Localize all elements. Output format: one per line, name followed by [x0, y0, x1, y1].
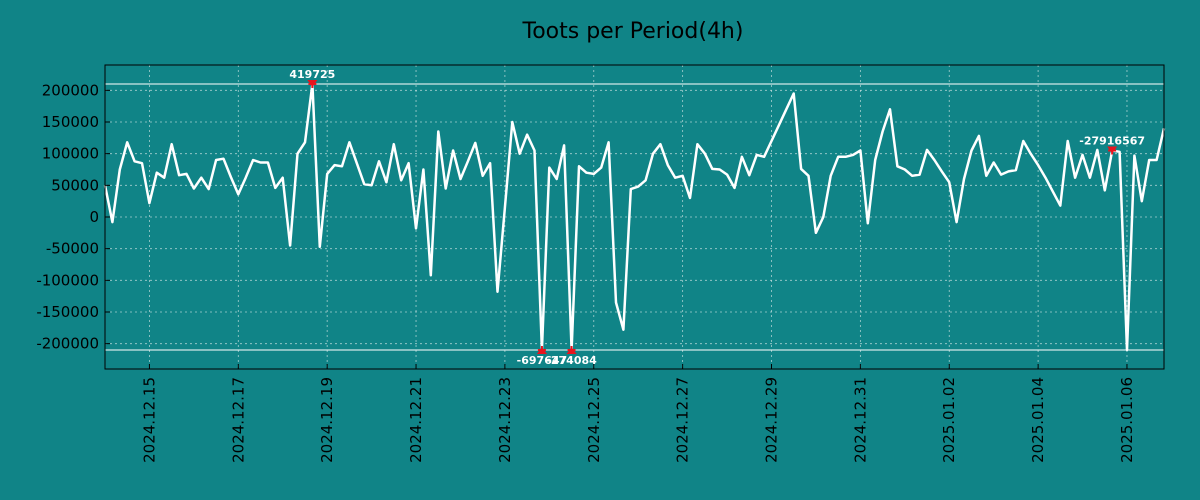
- series-group: [103, 82, 1166, 352]
- annotation-label: -27916567: [1079, 135, 1145, 148]
- y-axis: -200000 -150000 -100000 -50000 0 50000 100000 1…: [36, 81, 110, 353]
- x-tick-label: 2024.12.31: [851, 377, 869, 463]
- y-tick-label: 100000: [42, 145, 99, 163]
- x-axis: 2024.12.15 2024.12.17 2024.12.19 2024.12.21…: [140, 364, 1136, 463]
- annotation-label: -274084: [546, 354, 597, 367]
- y-tick-label: 150000: [42, 113, 99, 131]
- x-tick-label: 2024.12.15: [140, 377, 158, 463]
- x-tick-label: 2024.12.25: [585, 377, 603, 463]
- y-tick-label: -50000: [46, 240, 99, 258]
- annotation-markers: 419725 -697647-274084 -27916567: [289, 68, 1145, 367]
- annotation-triangle: [307, 80, 318, 87]
- grid-lines: [105, 65, 1164, 369]
- x-tick-label: 2024.12.23: [496, 377, 514, 463]
- annotation-label: -697647: [517, 354, 568, 367]
- clip-lines: [105, 83, 1164, 351]
- annotation-triangle: [536, 347, 547, 354]
- y-tick-label: 200000: [42, 81, 99, 99]
- series-line: [103, 82, 1166, 352]
- x-tick-label: 2024.12.19: [318, 377, 336, 463]
- x-tick-label: 2025.01.02: [940, 377, 958, 463]
- annotation-label: 419725: [289, 68, 335, 81]
- y-tick-label: 0: [89, 208, 99, 226]
- x-tick-label: 2024.12.21: [407, 377, 425, 463]
- x-tick-label: 2024.12.27: [674, 377, 692, 463]
- chart-title: Toots per Period(4h): [522, 19, 744, 44]
- annotation-triangle: [1107, 146, 1118, 154]
- x-tick-label: 2025.01.04: [1029, 377, 1047, 463]
- x-tick-label: 2025.01.06: [1118, 377, 1136, 463]
- y-tick-label: 50000: [51, 176, 99, 194]
- plot-frame: [104, 64, 1165, 370]
- x-tick-label: 2024.12.17: [229, 377, 247, 463]
- y-tick-label: -100000: [36, 271, 99, 289]
- y-tick-label: -200000: [36, 335, 99, 353]
- x-tick-label: 2024.12.29: [763, 377, 781, 463]
- annotation-triangle: [566, 347, 577, 354]
- y-tick-label: -150000: [36, 303, 99, 321]
